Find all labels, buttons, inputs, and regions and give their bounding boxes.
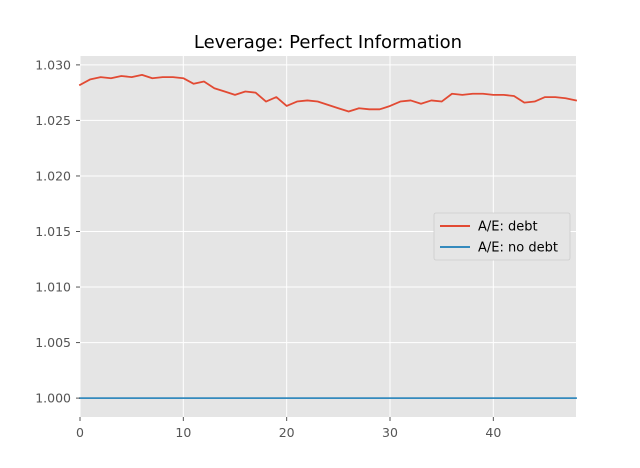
y-tick-label: 1.025	[35, 113, 71, 128]
y-tick-label: 1.000	[35, 391, 71, 406]
legend: A/E: debt A/E: no debt	[433, 212, 571, 261]
y-tick-label: 1.030	[35, 57, 71, 72]
x-axis-ticks: 0 10 20 30 40	[76, 417, 501, 440]
y-tick-label: 1.015	[35, 224, 71, 239]
legend-label-debt: A/E: debt	[478, 220, 538, 235]
x-tick-label: 40	[485, 425, 501, 440]
legend-label-no-debt: A/E: no debt	[478, 241, 558, 256]
y-axis-ticks: 1.000 1.005 1.010 1.015 1.020 1.025 1.030	[35, 57, 80, 406]
x-tick-label: 0	[76, 425, 84, 440]
legend-box	[433, 212, 571, 261]
series-layer	[78, 73, 578, 400]
y-tick-label: 1.010	[35, 280, 71, 295]
chart-title: Leverage: Perfect Information	[194, 32, 462, 53]
y-tick-label: 1.020	[35, 168, 71, 183]
y-tick-label: 1.005	[35, 335, 71, 350]
series-line-debt	[78, 73, 578, 113]
grid-lines	[79, 56, 576, 417]
x-tick-label: 30	[382, 425, 398, 440]
x-tick-label: 20	[279, 425, 295, 440]
x-tick-label: 10	[175, 425, 191, 440]
